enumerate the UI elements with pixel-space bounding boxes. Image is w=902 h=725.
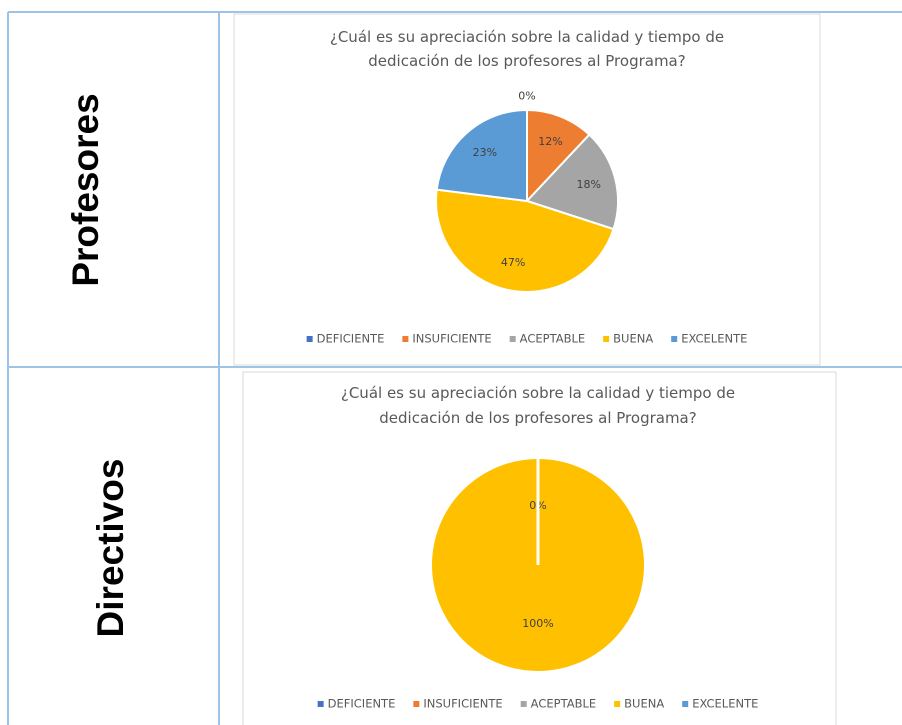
legend-label: DEFICIENTE: [328, 697, 396, 711]
legend-label: ACEPTABLE: [531, 697, 596, 711]
legend-marker: [509, 336, 516, 342]
pie-slice: [525, 133, 619, 231]
data-label: 12%: [538, 135, 562, 148]
legend-marker: [402, 336, 409, 342]
row-label: Directivos: [90, 459, 131, 638]
legend-label: BUENA: [613, 332, 653, 346]
data-label: 47%: [501, 256, 525, 269]
legend-label: EXCELENTE: [681, 332, 747, 346]
data-label: 0%: [518, 89, 535, 102]
legend-marker: [682, 701, 689, 707]
chart-title: dedicación de los profesores al Programa…: [368, 52, 685, 70]
data-label: 18%: [576, 178, 600, 191]
legend-marker: [603, 336, 610, 342]
pie-slice: [435, 108, 528, 203]
pie-slice: [435, 188, 615, 293]
chart-title: ¿Cuál es su apreciación sobre la calidad…: [330, 28, 724, 46]
data-label: 23%: [473, 146, 497, 159]
legend-label: INSUFICIENTE: [412, 332, 491, 346]
chart-title: dedicación de los profesores al Programa…: [379, 409, 696, 427]
data-label: 100%: [522, 617, 553, 630]
legend-marker: [614, 701, 621, 707]
legend-label: ACEPTABLE: [520, 332, 585, 346]
legend-marker: [671, 336, 678, 342]
legend-marker: [306, 336, 313, 342]
pie-slice: [526, 108, 591, 204]
legend-marker: [520, 701, 527, 707]
row-label: Profesores: [65, 93, 106, 286]
legend-label: EXCELENTE: [692, 697, 758, 711]
legend-label: INSUFICIENTE: [423, 697, 502, 711]
legend-marker: [317, 701, 324, 707]
table-grid: [7, 11, 902, 725]
legend-label: BUENA: [624, 697, 664, 711]
legend-marker: [413, 701, 420, 707]
legend-label: DEFICIENTE: [317, 332, 385, 346]
chart-title: ¿Cuál es su apreciación sobre la calidad…: [341, 384, 735, 402]
